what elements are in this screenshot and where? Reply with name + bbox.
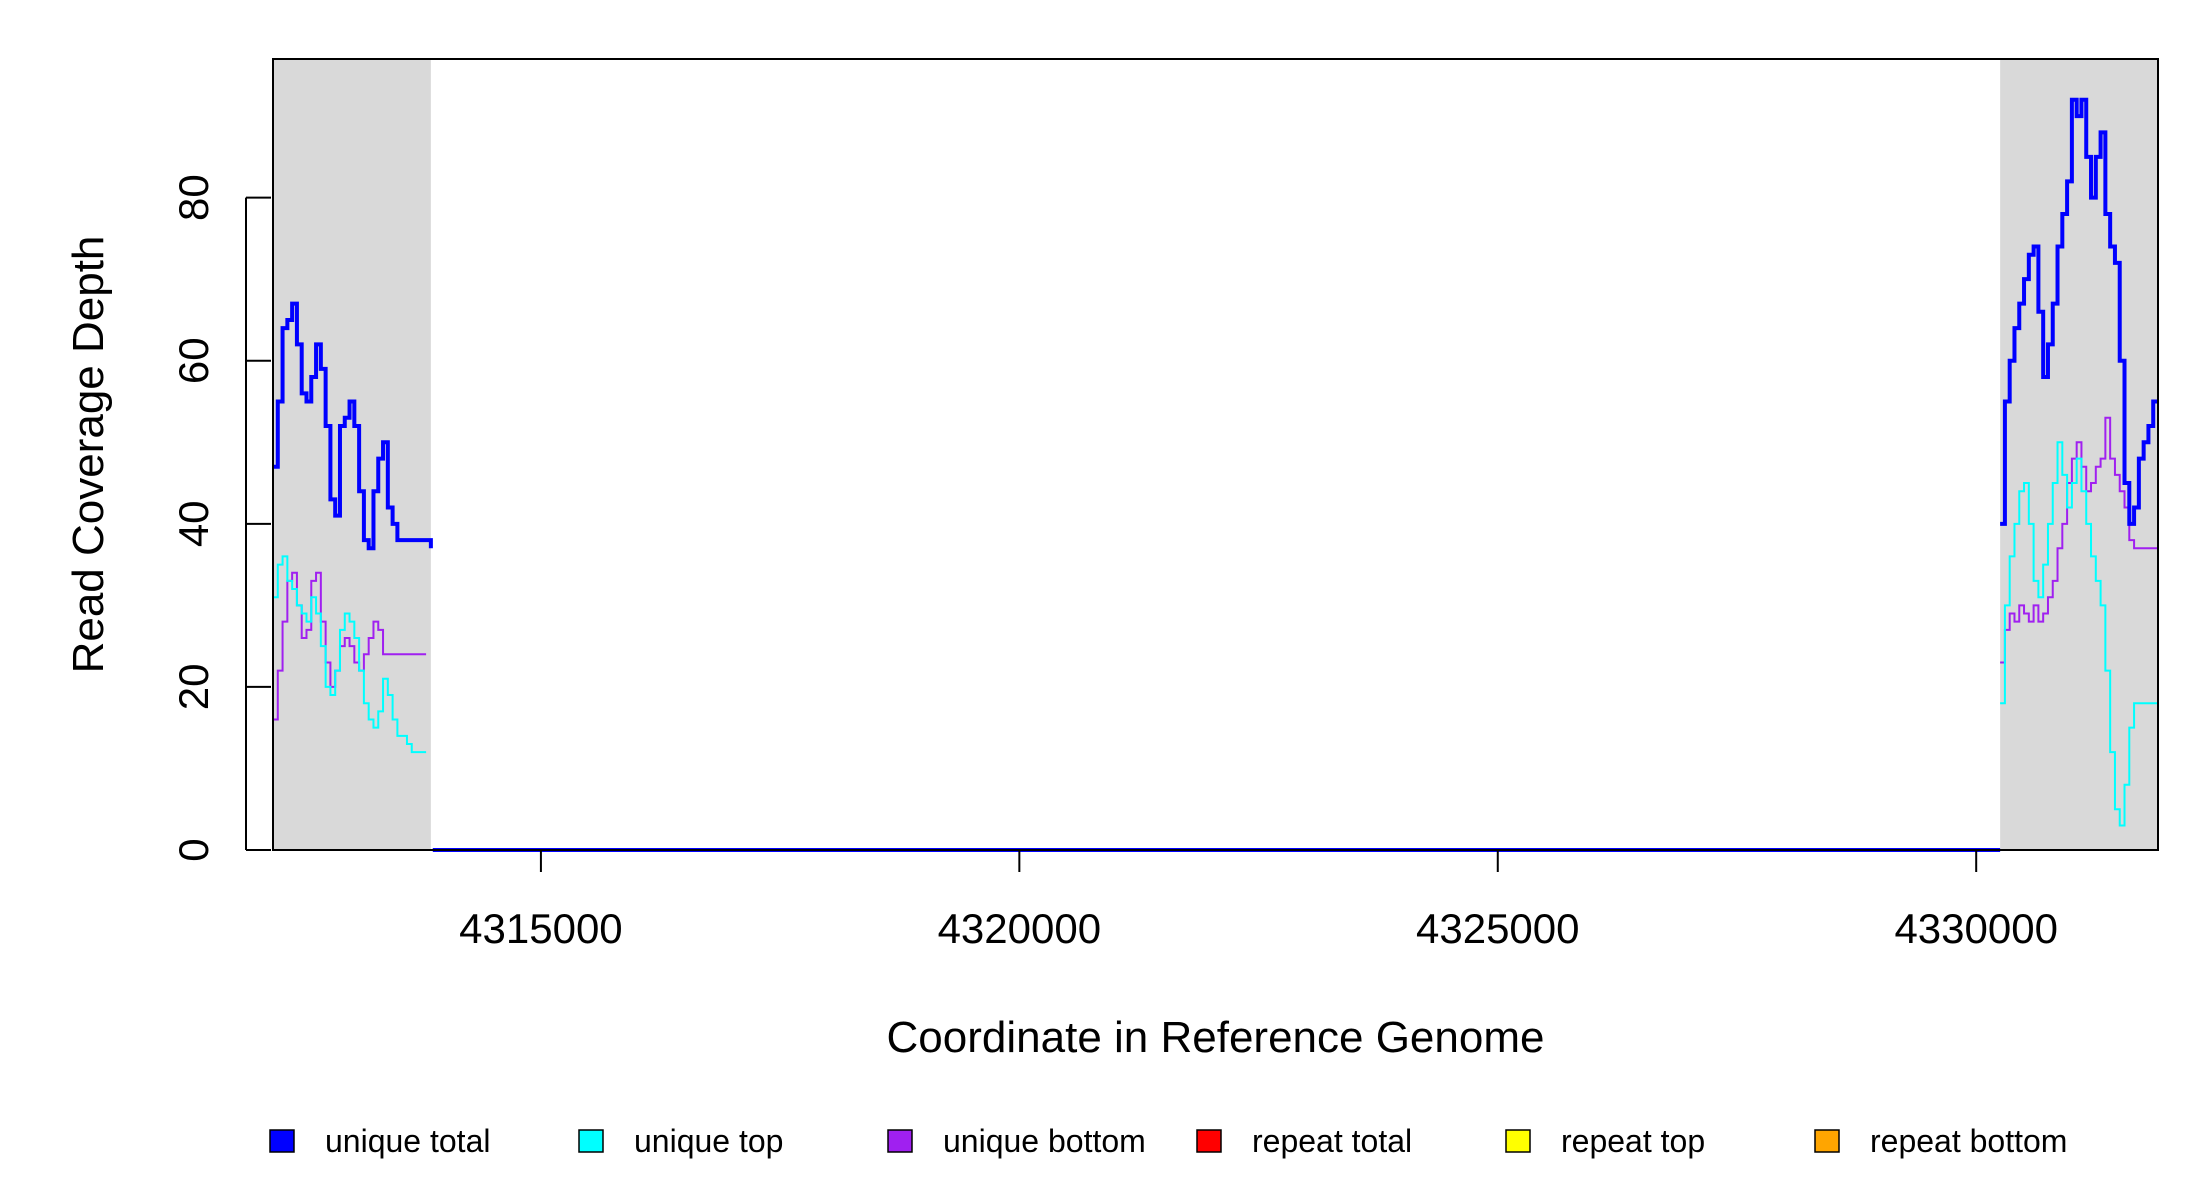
y-tick-label: 40 bbox=[170, 500, 217, 547]
legend-item-unique-total: unique total bbox=[269, 1123, 490, 1159]
x-tick-label: 4320000 bbox=[938, 905, 1102, 952]
series-line-unique-bottom-2 bbox=[2000, 416, 2158, 664]
plot-frame bbox=[272, 58, 2159, 851]
legend-label: repeat total bbox=[1252, 1123, 1412, 1159]
shaded-region-2 bbox=[2000, 59, 2158, 850]
y-tick-label: 20 bbox=[170, 664, 217, 711]
y-tick-label: 0 bbox=[170, 838, 217, 861]
series-line-unique-total-3 bbox=[2000, 97, 2158, 526]
legend-swatch bbox=[269, 1129, 295, 1153]
series-line-unique-total-1 bbox=[273, 301, 433, 551]
series-line-unique-top-1 bbox=[273, 555, 427, 754]
legend-swatch bbox=[1505, 1129, 1531, 1153]
series-lines bbox=[273, 97, 2158, 852]
y-axis-title: Read Coverage Depth bbox=[64, 236, 113, 674]
series-line-unique-top-2 bbox=[2000, 441, 2158, 827]
x-tick-label: 4325000 bbox=[1416, 905, 1580, 952]
legend-item-repeat-bottom: repeat bottom bbox=[1814, 1123, 2067, 1159]
x-tick-label: 4315000 bbox=[459, 905, 623, 952]
legend-swatch bbox=[578, 1129, 604, 1153]
x-axis-title: Coordinate in Reference Genome bbox=[887, 1013, 1545, 1062]
y-axis: 0 20 40 60 80 bbox=[170, 174, 271, 862]
shaded-region-1 bbox=[273, 59, 431, 850]
legend-label: unique bottom bbox=[943, 1123, 1146, 1159]
legend-item-repeat-total: repeat total bbox=[1196, 1123, 1412, 1159]
y-tick-label: 80 bbox=[170, 174, 217, 221]
legend-swatch bbox=[1196, 1129, 1222, 1153]
legend-label: repeat top bbox=[1561, 1123, 1705, 1159]
legend-label: unique total bbox=[325, 1123, 490, 1159]
legend-label: unique top bbox=[634, 1123, 783, 1159]
legend-item-unique-bottom: unique bottom bbox=[887, 1123, 1146, 1159]
legend-swatch bbox=[1814, 1129, 1840, 1153]
legend-swatch bbox=[887, 1129, 913, 1153]
x-tick-label: 4330000 bbox=[1894, 905, 2058, 952]
legend-item-unique-top: unique top bbox=[578, 1123, 783, 1159]
y-tick-label: 60 bbox=[170, 337, 217, 384]
legend: unique total unique top unique bottom repea… bbox=[269, 1123, 2067, 1159]
x-axis: 4315000 4320000 4325000 4330000 bbox=[459, 849, 2058, 952]
legend-label: repeat bottom bbox=[1870, 1123, 2067, 1159]
shaded-regions bbox=[273, 59, 2158, 850]
legend-item-repeat-top: repeat top bbox=[1505, 1123, 1705, 1159]
